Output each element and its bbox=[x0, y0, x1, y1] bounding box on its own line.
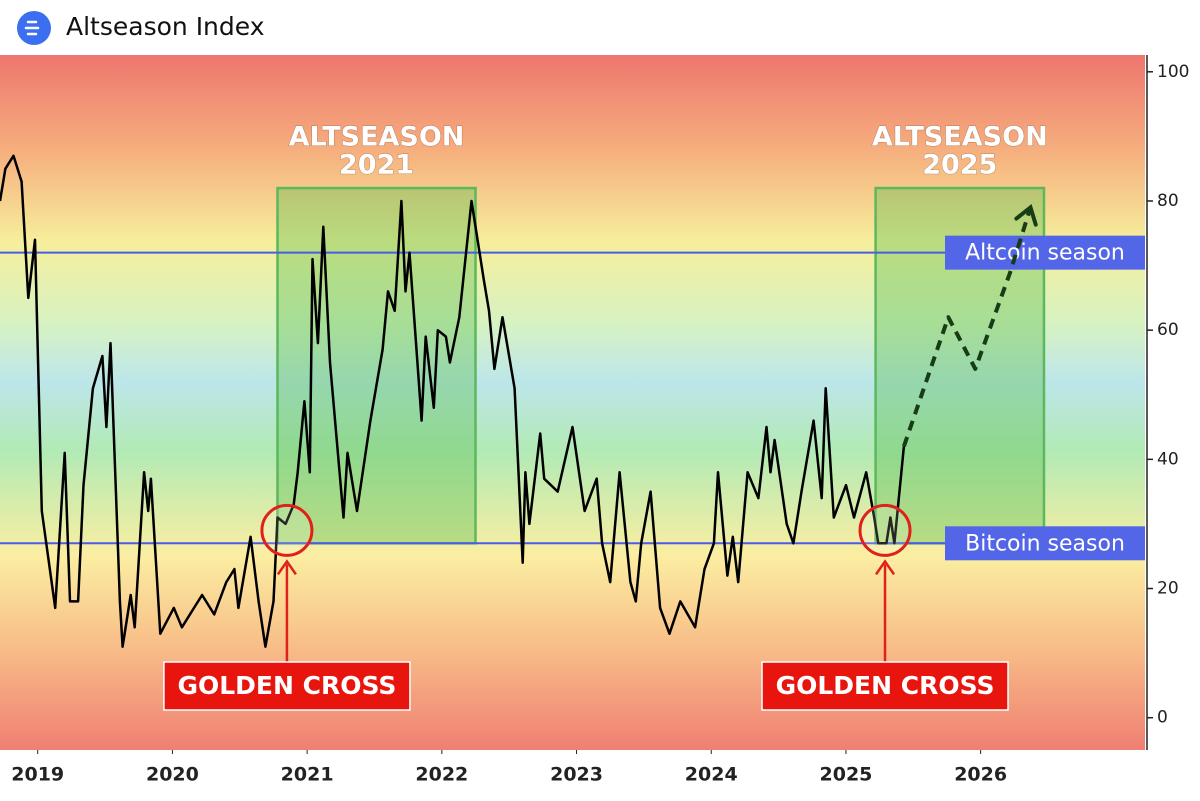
x-tick-label: 2026 bbox=[954, 764, 1007, 786]
x-tick-label: 2022 bbox=[415, 764, 468, 786]
x-tick-label: 2019 bbox=[11, 764, 64, 786]
annotation-label: GOLDEN CROSS bbox=[177, 671, 396, 700]
annotation-box bbox=[163, 661, 411, 711]
reference-label-box bbox=[945, 526, 1145, 561]
page-title: Altseason Index bbox=[66, 12, 265, 41]
plot-background bbox=[0, 55, 1145, 750]
y-tick-label: 0 bbox=[1157, 708, 1168, 728]
y-tick-label: 20 bbox=[1157, 579, 1179, 599]
x-tick-label: 2023 bbox=[550, 764, 603, 786]
x-tick-label: 2021 bbox=[281, 764, 334, 786]
x-tick-label: 2020 bbox=[146, 764, 199, 786]
x-tick-label: 2025 bbox=[820, 764, 873, 786]
annotation-arrowhead bbox=[874, 559, 896, 576]
x-tick-label: 2024 bbox=[685, 764, 738, 786]
logo bbox=[17, 11, 51, 45]
y-tick-label: 80 bbox=[1157, 191, 1179, 211]
golden-cross-circle bbox=[260, 503, 314, 557]
reference-label-box bbox=[945, 235, 1145, 270]
annotation-label: GOLDEN CROSS bbox=[776, 671, 995, 700]
reference-label: Bitcoin season bbox=[965, 531, 1125, 556]
projection-arrowhead bbox=[1014, 204, 1038, 227]
golden-cross-circle bbox=[858, 503, 912, 557]
annotation-arrowhead bbox=[276, 559, 297, 576]
region-label: ALTSEASON bbox=[289, 122, 465, 153]
projection-line bbox=[902, 206, 1033, 448]
y-tick-label: 40 bbox=[1157, 449, 1179, 469]
altseason-region bbox=[276, 186, 477, 545]
index-line bbox=[0, 154, 906, 648]
region-label: ALTSEASON bbox=[872, 122, 1048, 153]
region-label: 2021 bbox=[339, 150, 414, 181]
y-tick-label: 60 bbox=[1157, 320, 1179, 340]
annotation-box bbox=[761, 661, 1009, 711]
y-tick-label: 100 bbox=[1157, 62, 1189, 82]
region-label: 2025 bbox=[922, 150, 997, 181]
reference-label: Altcoin season bbox=[965, 241, 1125, 266]
